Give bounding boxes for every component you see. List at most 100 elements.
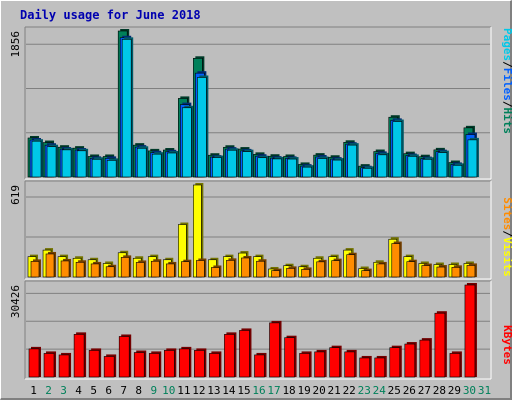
legend-label: Hits: [501, 108, 512, 135]
bar-pages: [197, 77, 207, 178]
x-tick-label: 15: [237, 384, 250, 397]
bar-pages: [166, 152, 177, 178]
x-tick-label: 9: [150, 384, 157, 397]
bar-sites: [436, 266, 446, 278]
bar-sites: [256, 260, 265, 278]
bar-kbytes: [73, 334, 85, 378]
x-tick-label: 6: [105, 384, 112, 397]
x-tick-label: 29: [448, 384, 461, 397]
panel-visits-sites: 619: [9, 180, 492, 280]
bar-pages: [422, 159, 433, 178]
y-max-label: 30426: [9, 285, 22, 318]
x-tick-label: 27: [418, 384, 431, 397]
bar-kbytes: [103, 356, 115, 378]
bar-sites: [150, 260, 160, 278]
legend-label: Pages: [501, 28, 512, 61]
bar-pages: [452, 165, 463, 178]
x-tick-label: 23: [358, 384, 371, 397]
x-tick-label: 12: [192, 384, 205, 397]
bar-pages: [467, 139, 478, 178]
bar-pages: [91, 159, 102, 178]
x-tick-label: 17: [267, 384, 280, 397]
panel-hits-files-pages: 1856: [9, 26, 492, 180]
bar-sites: [421, 265, 431, 278]
bar-kbytes: [464, 284, 476, 378]
x-tick-label: 2: [45, 384, 52, 397]
bar-kbytes: [314, 351, 325, 378]
bar-kbytes: [88, 350, 100, 378]
x-tick-label: 7: [120, 384, 127, 397]
bar-sites: [406, 261, 416, 278]
x-tick-label: 19: [297, 384, 310, 397]
x-tick-label: 3: [60, 384, 67, 397]
bar-sites: [466, 265, 476, 278]
bar-sites: [165, 263, 175, 278]
bar-kbytes: [359, 357, 371, 378]
bar-kbytes: [179, 348, 190, 378]
bar-pages: [437, 152, 448, 178]
x-tick-label: 16: [252, 384, 265, 397]
bar-sites: [391, 243, 401, 278]
x-tick-label: 5: [90, 384, 97, 397]
bar-pages: [272, 158, 282, 178]
bar-pages: [106, 160, 117, 178]
bar-pages: [317, 158, 327, 178]
bar-sites: [105, 266, 115, 278]
bar-kbytes: [269, 322, 280, 378]
bar-sites: [90, 263, 100, 278]
bar-pages: [332, 159, 342, 178]
x-tick-label: 11: [177, 384, 190, 397]
chart-title: Daily usage for June 2018: [20, 8, 201, 22]
bar-sites: [331, 260, 340, 278]
x-tick-label: 10: [162, 384, 175, 397]
bar-pages: [287, 158, 297, 178]
bar-kbytes: [239, 330, 250, 378]
y-max-label: 619: [9, 185, 22, 205]
bar-kbytes: [254, 354, 265, 378]
x-tick-label: 8: [135, 384, 142, 397]
bar-kbytes: [419, 339, 431, 378]
bar-pages: [212, 157, 222, 178]
bar-sites: [241, 257, 250, 278]
x-tick-label: 30: [463, 384, 476, 397]
bar-sites: [361, 270, 371, 278]
bar-kbytes: [28, 348, 40, 378]
x-tick-label: 25: [388, 384, 401, 397]
legend-label: /: [501, 101, 512, 108]
legend-label: Sites: [501, 197, 512, 230]
bar-pages: [182, 107, 192, 178]
bar-kbytes: [118, 336, 130, 378]
bar-sites: [286, 268, 295, 278]
x-tick-label: 24: [373, 384, 387, 397]
bar-sites: [376, 263, 386, 278]
bar-pages: [76, 150, 87, 178]
bar-sites: [196, 260, 205, 278]
bar-pages: [242, 151, 252, 178]
x-tick-label: 28: [433, 384, 446, 397]
bar-pages: [61, 149, 72, 178]
bar-sites: [211, 267, 220, 278]
bar-kbytes: [344, 351, 355, 378]
legend-top: Pages/Files/Hits: [501, 28, 512, 134]
x-tick-label: 21: [328, 384, 341, 397]
bar-pages: [46, 146, 57, 178]
legend-label: Files: [501, 68, 512, 101]
x-tick-label: 20: [313, 384, 326, 397]
bar-kbytes: [374, 357, 386, 378]
bar-kbytes: [299, 353, 310, 378]
x-tick-label: 18: [282, 384, 295, 397]
bar-sites: [60, 260, 70, 278]
bar-kbytes: [148, 353, 160, 378]
bar-sites: [316, 261, 325, 278]
x-tick-label: 13: [207, 384, 220, 397]
bar-sites: [45, 253, 55, 278]
x-tick-label: 31: [478, 384, 491, 397]
bar-pages: [151, 153, 162, 178]
legend-bottom: KBytes: [501, 325, 512, 365]
bar-sites: [120, 257, 130, 278]
bar-sites: [346, 254, 355, 278]
bar-pages: [136, 147, 147, 178]
bar-kbytes: [434, 312, 446, 378]
legend-middle: Sites/Visits: [501, 197, 512, 277]
